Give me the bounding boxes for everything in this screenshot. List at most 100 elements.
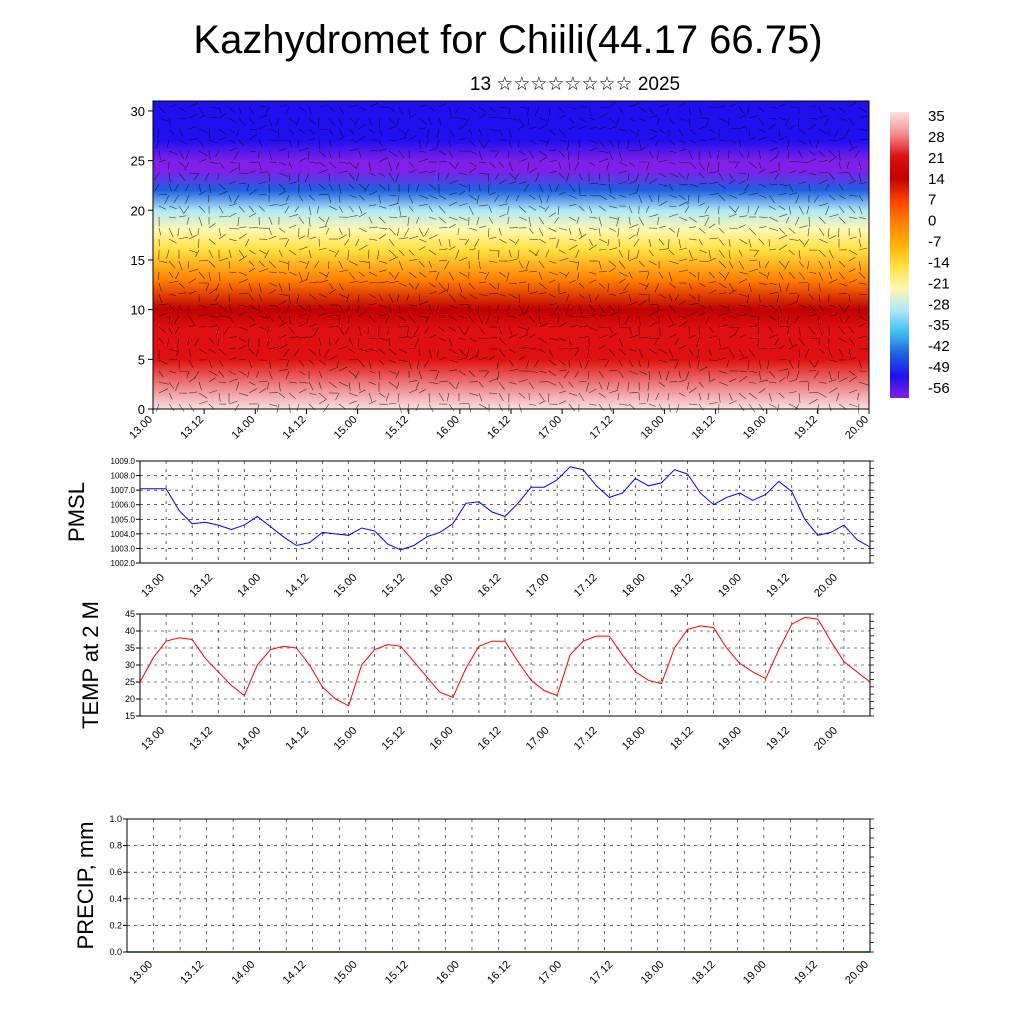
x-tick-label: 15.00 xyxy=(332,414,360,442)
colorbar-label: 14 xyxy=(928,171,945,188)
y-tick-label: 30 xyxy=(125,660,135,670)
x-tick-label: 14.00 xyxy=(229,414,257,442)
x-tick-label: 19.00 xyxy=(741,414,769,442)
colorbar-label: 21 xyxy=(928,150,945,167)
x-tick-label: 13.00 xyxy=(127,414,155,442)
colorbar-label: 28 xyxy=(928,129,945,146)
x-tick-label: 13.00 xyxy=(127,959,155,987)
x-tick-label: 16.00 xyxy=(434,414,462,442)
x-tick-label: 19.12 xyxy=(764,725,792,753)
x-tick-label: 14.12 xyxy=(283,725,311,753)
y-tick-label: 10 xyxy=(131,303,145,318)
x-tick-label: 14.00 xyxy=(235,572,263,600)
x-tick-label: 19.00 xyxy=(741,959,769,987)
colorbar-label: -28 xyxy=(928,296,950,313)
y-tick-label: 1009.0 xyxy=(111,457,136,466)
colorbar-label: -35 xyxy=(928,317,950,334)
y-tick-label: 0 xyxy=(138,402,145,417)
x-tick-label: 15.00 xyxy=(331,572,359,600)
x-tick-label: 19.12 xyxy=(764,572,792,600)
y-tick-label: 1007.0 xyxy=(111,486,136,495)
colorbar: 35 28 21 14 7 0 -7 -14 -21 -28 -35 -42 -49 -56 xyxy=(890,108,950,398)
x-tick-label: 16.12 xyxy=(485,414,513,442)
x-tick-label: 18.00 xyxy=(639,414,667,442)
wind-barbs xyxy=(154,101,869,414)
x-tick-label: 18.00 xyxy=(639,959,667,987)
y-tick-label: 1003.0 xyxy=(111,544,136,553)
y-tick-label: 25 xyxy=(131,154,145,169)
temp-series-line xyxy=(139,616,871,707)
y-tick-label: 20 xyxy=(125,694,135,704)
x-tick-label: 20.00 xyxy=(812,572,840,600)
x-tick-label: 16.00 xyxy=(428,725,456,753)
colorbar-label: -7 xyxy=(928,234,941,251)
colorbar-label: 35 xyxy=(928,108,945,125)
y-tick-label: 0.2 xyxy=(109,920,122,930)
y-tick-label: 35 xyxy=(125,643,135,653)
x-tick-label: 17.00 xyxy=(536,414,564,442)
x-tick-label: 14.12 xyxy=(281,414,309,442)
x-tick-label: 18.00 xyxy=(620,572,648,600)
colorbar-label: 7 xyxy=(928,192,936,209)
x-tick-label: 14.00 xyxy=(235,725,263,753)
colorbar-label: -56 xyxy=(928,380,950,397)
x-tick-label: 16.12 xyxy=(476,725,504,753)
x-tick-label: 20.00 xyxy=(812,725,840,753)
y-tick-label: 15 xyxy=(131,253,145,268)
x-tick-label: 15.12 xyxy=(380,572,408,600)
colorbar-label: -14 xyxy=(928,254,950,271)
temperature-field xyxy=(153,101,869,409)
y-tick-label: 1008.0 xyxy=(111,472,136,481)
colorbar-label: 0 xyxy=(928,213,936,230)
cross-section-panel: 0 5 10 15 20 25 30 13.00 13.12 14.00 14.12 15.00 15.… xyxy=(127,100,871,442)
x-tick-label: 17.00 xyxy=(524,725,552,753)
x-tick-label: 13.12 xyxy=(178,959,206,987)
y-tick-label: 30 xyxy=(131,104,145,119)
x-tick-label: 17.00 xyxy=(524,572,552,600)
x-tick-label: 17.00 xyxy=(536,959,564,987)
y-tick-label: 0.0 xyxy=(109,947,122,957)
y-tick-label: 1005.0 xyxy=(111,515,136,524)
y-tick-label: 20 xyxy=(131,203,145,218)
x-tick-label: 20.00 xyxy=(843,414,871,442)
y-tick-label: 5 xyxy=(138,352,145,367)
x-tick-label: 16.12 xyxy=(476,572,504,600)
pmsl-series-line xyxy=(140,466,871,551)
x-tick-label: 13.00 xyxy=(139,725,167,753)
x-tick-label: 20.00 xyxy=(843,959,871,987)
x-tick-label: 16.00 xyxy=(434,959,462,987)
y-tick-label: 1004.0 xyxy=(111,530,136,539)
colorbar-gradient xyxy=(890,112,909,398)
x-tick-label: 13.12 xyxy=(187,572,215,600)
y-tick-label: 40 xyxy=(125,626,135,636)
y-tick-label: 0.6 xyxy=(109,867,122,877)
x-tick-label: 19.12 xyxy=(792,959,820,987)
x-tick-label: 13.12 xyxy=(178,414,206,442)
y-tick-label: 1006.0 xyxy=(111,501,136,510)
x-tick-label: 15.00 xyxy=(332,959,360,987)
x-tick-label: 17.12 xyxy=(587,414,615,442)
x-tick-label: 17.12 xyxy=(587,959,615,987)
x-tick-label: 15.12 xyxy=(380,725,408,753)
y-tick-label: 15 xyxy=(125,711,135,721)
x-tick-label: 18.00 xyxy=(620,725,648,753)
y-tick-label: 1.0 xyxy=(109,814,122,824)
pmsl-panel: 1002.0 1003.0 1004.0 1005.0 1006.0 1007.0 1008… xyxy=(64,457,874,600)
x-tick-label: 18.12 xyxy=(668,725,696,753)
x-tick-label: 18.12 xyxy=(668,572,696,600)
x-tick-label: 16.12 xyxy=(485,959,513,987)
chart-subtitle: 13 ☆☆☆☆☆☆☆☆ 2025 xyxy=(469,74,681,95)
x-tick-label: 13.12 xyxy=(187,725,215,753)
x-tick-label: 14.00 xyxy=(229,959,257,987)
precip-panel: 0.0 0.2 0.4 0.6 0.8 1.0 PRECIP, mm 13.00 13.12 14… xyxy=(73,814,874,987)
x-tick-label: 19.12 xyxy=(792,414,820,442)
y-tick-label: 0.8 xyxy=(109,841,122,851)
pmsl-ylabel: PMSL xyxy=(64,482,89,542)
x-tick-label: 15.00 xyxy=(331,725,359,753)
y-tick-label: 0.4 xyxy=(109,894,122,904)
colorbar-label: -42 xyxy=(928,338,950,355)
x-tick-label: 19.00 xyxy=(716,725,744,753)
y-tick-label: 1002.0 xyxy=(111,559,136,568)
temp-panel: 15 20 25 30 35 40 45 TEMP at 2 M 13.00 13.12 14.00… xyxy=(78,601,874,753)
x-tick-label: 18.12 xyxy=(690,959,718,987)
